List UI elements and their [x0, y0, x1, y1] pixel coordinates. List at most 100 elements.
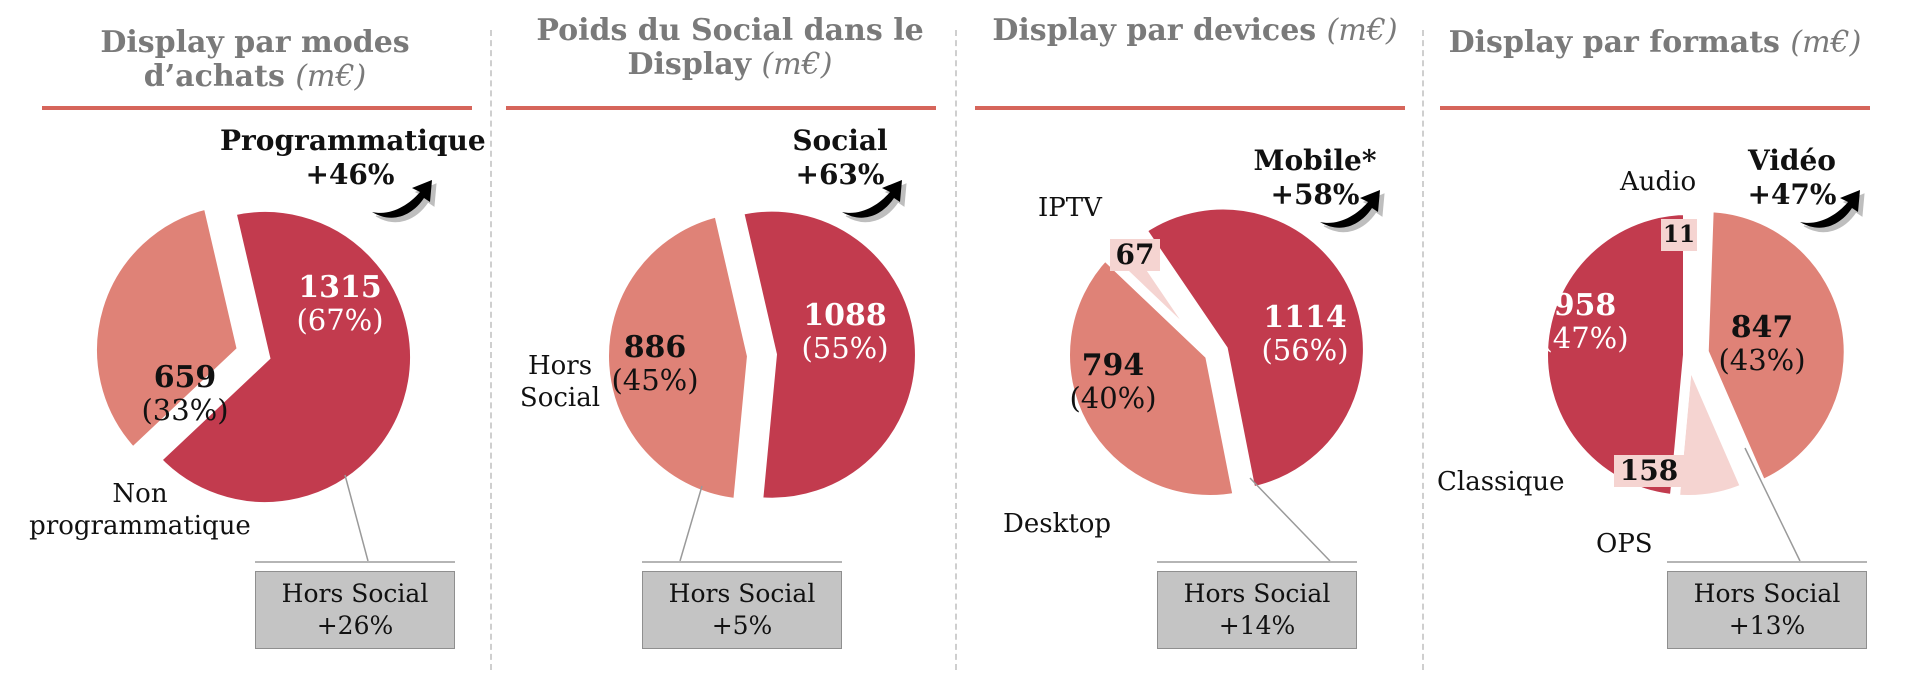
- slice-label-classique: 958 (47%): [1520, 288, 1650, 355]
- slice-label-video: 847 (43%): [1697, 310, 1827, 377]
- pie-slice-programmatique: [148, 202, 420, 512]
- category-ops: OPS: [1596, 529, 1653, 559]
- panel3-title: Display par devices (m€): [985, 14, 1405, 48]
- hors-social-label: Hors Social: [1183, 579, 1331, 608]
- growth-programmatique-name: Programmatique: [220, 124, 486, 157]
- hors-social-line: [642, 561, 842, 563]
- panel1-title-line1: Display par modes: [100, 25, 410, 60]
- slice-value: 659: [153, 360, 217, 395]
- panel3-rule: [975, 106, 1405, 110]
- category-line1: Non: [112, 479, 168, 509]
- panel4-rule: [1440, 106, 1870, 110]
- slice-label-iptv: 67: [1110, 239, 1160, 271]
- slice-pct: (47%): [1541, 321, 1629, 355]
- slice-pct: (33%): [141, 393, 229, 427]
- slice-pct: (55%): [801, 331, 889, 365]
- slice-label-ops: 158: [1614, 455, 1684, 487]
- category-iptv: IPTV: [1038, 193, 1102, 223]
- slice-pct: (43%): [1718, 343, 1806, 377]
- panel4-title-line1: Display par formats: [1448, 25, 1780, 60]
- slice-value: 958: [1553, 288, 1617, 323]
- category-non-programmatique: Non programmatique: [20, 478, 260, 542]
- growth-programmatique: Programmatique +46%: [220, 124, 486, 192]
- pie-slice-vid-o: [1698, 201, 1854, 492]
- hors-social-value: +14%: [1218, 611, 1296, 640]
- panel1-rule: [42, 106, 472, 110]
- growth-video: Vidéo +47%: [1722, 144, 1862, 212]
- leader-line: [679, 485, 703, 562]
- panel2-title-unit: (m€): [761, 47, 833, 82]
- slice-pct: (56%): [1261, 333, 1349, 367]
- panel-divider: [1422, 30, 1424, 670]
- hors-social-value: +13%: [1728, 611, 1806, 640]
- hors-social-box-2: Hors Social +5%: [642, 571, 842, 649]
- hors-social-line: [1667, 561, 1867, 563]
- slice-value: 886: [623, 330, 687, 365]
- slice-pct: (45%): [611, 363, 699, 397]
- growth-social-name: Social: [792, 124, 888, 157]
- growth-social: Social +63%: [760, 124, 920, 192]
- category-line2: Social: [519, 383, 601, 413]
- growth-mobile: Mobile* +58%: [1235, 144, 1395, 212]
- hors-social-value: +26%: [316, 611, 394, 640]
- category-line2: programmatique: [29, 511, 251, 541]
- slice-value: 1088: [803, 298, 887, 333]
- panel1-title-line2: d’achats: [143, 59, 285, 94]
- category-desktop: Desktop: [1003, 509, 1112, 539]
- growth-arrow-icon: [1320, 190, 1380, 228]
- panel2-rule: [506, 106, 936, 110]
- panel1-title: Display par modes d’achats (m€): [60, 26, 450, 94]
- leader-line: [344, 474, 369, 562]
- slice-label-mobile: 1114 (56%): [1240, 300, 1370, 367]
- growth-video-value: +47%: [1747, 178, 1837, 211]
- slice-label-desktop: 794 (40%): [1048, 348, 1178, 415]
- hors-social-label: Hors Social: [668, 579, 816, 608]
- panel3-title-unit: (m€): [1326, 13, 1398, 48]
- slice-pct: (40%): [1069, 381, 1157, 415]
- slice-label-non-programmatique: 659 (33%): [120, 360, 250, 427]
- panel4-title: Display par formats (m€): [1445, 26, 1865, 60]
- slice-label-hors-social: 886 (45%): [590, 330, 720, 397]
- category-audio: Audio: [1620, 167, 1697, 197]
- leader-line: [1744, 447, 1801, 562]
- panel2-title: Poids du Social dans le Display (m€): [520, 14, 940, 82]
- panel2-title-line2: Display: [627, 47, 752, 82]
- growth-social-value: +63%: [795, 158, 885, 191]
- slice-value: 847: [1730, 310, 1794, 345]
- hors-social-label: Hors Social: [1693, 579, 1841, 608]
- hors-social-line: [255, 561, 455, 563]
- slice-label-programmatique: 1315 (67%): [275, 270, 405, 337]
- growth-arrow-icon: [372, 180, 432, 218]
- pie-slice-mobile: [1134, 199, 1373, 498]
- slice-pct: (67%): [296, 303, 384, 337]
- pie-slice-hors-social: [599, 205, 758, 509]
- hors-social-box-4: Hors Social +13%: [1667, 571, 1867, 649]
- panel1-title-unit: (m€): [295, 59, 367, 94]
- pie-slice-non-programmatique: [87, 197, 248, 460]
- slice-label-audio: 11: [1661, 219, 1697, 251]
- hors-social-box-3: Hors Social +14%: [1157, 571, 1357, 649]
- growth-mobile-value: +58%: [1270, 178, 1360, 211]
- leader-line: [1249, 477, 1331, 562]
- hors-social-line: [1157, 561, 1357, 563]
- growth-programmatique-value: +46%: [305, 158, 395, 191]
- slice-value: 794: [1081, 348, 1145, 383]
- slice-value: 1315: [298, 270, 382, 305]
- panel3-title-line1: Display par devices: [992, 13, 1317, 48]
- growth-arrow-icon: [842, 180, 902, 218]
- hors-social-value: +5%: [711, 611, 773, 640]
- panel2-title-line1: Poids du Social dans le: [536, 13, 924, 48]
- category-hors-social: Hors Social: [510, 350, 610, 414]
- growth-video-name: Vidéo: [1748, 144, 1836, 177]
- category-classique: Classique: [1437, 467, 1565, 497]
- slice-label-social: 1088 (55%): [780, 298, 910, 365]
- hors-social-box-1: Hors Social +26%: [255, 571, 455, 649]
- panel4-title-unit: (m€): [1790, 25, 1862, 60]
- pie-slice-desktop: [1060, 247, 1244, 505]
- panel-divider: [490, 30, 492, 670]
- growth-mobile-name: Mobile*: [1253, 144, 1377, 177]
- category-line1: Hors: [527, 351, 593, 381]
- slice-value: 1114: [1263, 300, 1347, 335]
